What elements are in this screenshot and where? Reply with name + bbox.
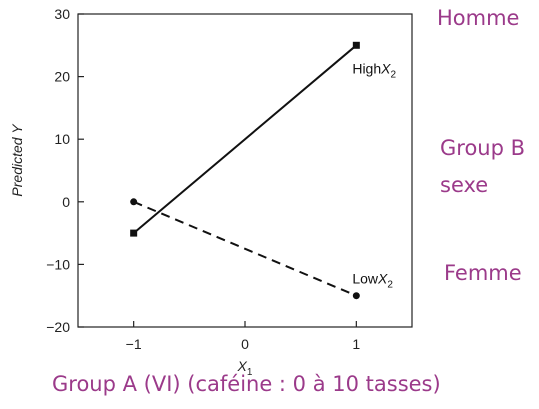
- data-point: [130, 229, 138, 237]
- x-tick-label: 0: [241, 336, 249, 352]
- data-point: [352, 41, 360, 49]
- y-tick-label: −10: [46, 256, 70, 272]
- series-labels: HighX2 LowX2: [352, 60, 396, 290]
- x-axis-title: X1: [237, 358, 253, 378]
- annotation-group-a: Group A (VI) (caféine : 0 à 10 tasses): [52, 372, 441, 396]
- annotation-femme: Femme: [444, 261, 522, 285]
- series-line: [133, 44, 357, 234]
- series-label: HighX2: [352, 60, 396, 80]
- data-point: [352, 292, 360, 300]
- y-tick-label: 30: [54, 6, 70, 22]
- y-tick-label: 20: [54, 69, 70, 85]
- x-tick-label: −1: [126, 336, 142, 352]
- y-axis-title: Predicted Y: [9, 123, 25, 197]
- x-tick-label: 1: [352, 336, 360, 352]
- series-label: LowX2: [352, 271, 393, 291]
- y-tick-label: 0: [62, 194, 70, 210]
- annotation-group-b: Group B: [440, 136, 526, 160]
- series-line: [133, 200, 357, 297]
- annotation-homme: Homme: [437, 6, 520, 30]
- data-point: [130, 198, 138, 206]
- data-series: [130, 41, 360, 300]
- y-tick-label: 10: [54, 131, 70, 147]
- annotation-sexe: sexe: [440, 173, 489, 197]
- y-tick-label: −20: [46, 319, 70, 335]
